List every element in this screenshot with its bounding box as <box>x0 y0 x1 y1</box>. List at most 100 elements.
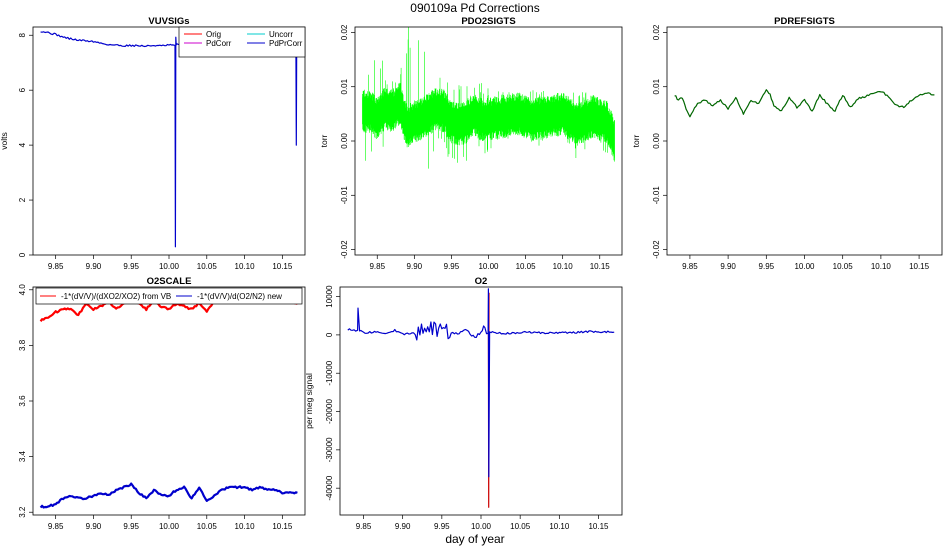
y-tick-label: 0.01 <box>652 78 661 94</box>
series-vuvsigs-0 <box>40 31 298 248</box>
y-tick-label: 0.02 <box>652 24 661 40</box>
series-o2scale-1 <box>39 482 298 509</box>
panel-title: PDREFSIGTS <box>774 16 835 27</box>
x-tick-label: 9.85 <box>48 262 64 271</box>
legend-label: PdCorr <box>206 39 232 48</box>
plot-frame <box>339 286 623 516</box>
y-tick-label: 2 <box>18 197 27 202</box>
x-tick-label: 9.95 <box>123 262 139 271</box>
panel-vuvsigs: VUVSIGs 9.85 9.90 9.95 10.00 10.05 10.10 10.15 0… <box>0 16 306 271</box>
plot-frame <box>354 26 623 256</box>
x-tick-label: 10.15 <box>588 522 609 531</box>
x-tick-label: 10.10 <box>871 262 892 271</box>
x-tick-label: 10.15 <box>272 522 293 531</box>
x-tick-label: 9.90 <box>86 522 102 531</box>
x-tick-label: 10.10 <box>553 262 574 271</box>
y-tick-label: -0.02 <box>340 240 349 259</box>
x-tick-label: 9.85 <box>369 262 385 271</box>
legend-box <box>35 287 303 305</box>
y-tick-label: -10000 <box>325 360 334 385</box>
x-tick-label: 10.10 <box>549 522 570 531</box>
legend-box <box>178 26 306 58</box>
x-tick-label: 9.95 <box>123 522 139 531</box>
panel-title: PDO2SIGTS <box>461 16 515 27</box>
x-tick-label: 9.85 <box>356 522 372 531</box>
y-tick-label: 3.6 <box>18 395 27 407</box>
x-tick-label: 10.00 <box>794 262 815 271</box>
y-tick-label: 0.00 <box>652 133 661 149</box>
y-tick-label: 3.4 <box>18 451 27 463</box>
plot-area <box>40 31 298 248</box>
x-tick-label: 10.15 <box>909 262 930 271</box>
y-tick-label: 8 <box>18 32 27 37</box>
y-axis-label: volts <box>0 132 9 149</box>
legend-label: PdPrCorr <box>269 39 303 48</box>
plot-area <box>674 89 935 118</box>
y-tick-label: -40000 <box>325 475 334 500</box>
y-tick-label: 3.8 <box>18 339 27 351</box>
y-tick-label: -0.01 <box>340 186 349 205</box>
x-tick-label: 9.90 <box>395 522 411 531</box>
panel-title: O2 <box>475 276 488 287</box>
x-tick-label: 10.00 <box>478 262 499 271</box>
y-axis-label: torr <box>319 134 329 147</box>
x-tick-label: 9.85 <box>48 522 64 531</box>
panels: VUVSIGs 9.85 9.90 9.95 10.00 10.05 10.10 10.15 0… <box>0 16 943 531</box>
y-tick-label: 0.02 <box>340 24 349 40</box>
panel-o2scale: O2SCALE 9.85 9.90 9.95 10.00 10.05 10.10 10.15 3… <box>18 276 306 531</box>
x-tick-label: 9.90 <box>407 262 423 271</box>
panel-pdrefsigts: PDREFSIGTS 9.85 9.90 9.95 10.00 10.05 10.10 10.… <box>631 16 943 271</box>
y-tick-label: -0.01 <box>652 186 661 205</box>
y-axis-label: torr <box>631 134 641 147</box>
y-tick-label: 0 <box>325 332 334 337</box>
plot-frame <box>32 26 306 256</box>
series-pdrefsigts-0 <box>674 89 935 118</box>
x-tick-label: 10.00 <box>471 522 492 531</box>
y-tick-label: -0.02 <box>652 240 661 259</box>
y-tick-label: 3.2 <box>18 506 27 518</box>
plot-area <box>347 288 615 508</box>
x-tick-label: 10.05 <box>510 522 531 531</box>
x-tick-label: 9.90 <box>720 262 736 271</box>
y-tick-label: -20000 <box>325 399 334 424</box>
x-tick-label: 10.05 <box>197 262 218 271</box>
x-tick-label: 10.00 <box>159 262 180 271</box>
x-tick-label: 9.95 <box>759 262 775 271</box>
y-tick-label: -30000 <box>325 437 334 462</box>
figure-title: 090109a Pd Corrections <box>410 1 539 15</box>
y-tick-label: 6 <box>18 87 27 92</box>
legend: -1*(dV/V)/(dXO2/XO2) from VB -1*(dV/V)/d(… <box>35 287 303 305</box>
y-tick-label: 10000 <box>325 285 334 308</box>
y-tick-label: 0 <box>18 252 27 257</box>
series-o2-1 <box>347 288 615 478</box>
x-tick-label: 10.00 <box>159 522 180 531</box>
plot-frame <box>32 286 306 516</box>
y-tick-label: 0.00 <box>340 133 349 149</box>
legend-label: Orig <box>206 30 221 39</box>
y-tick-label: 4 <box>18 142 27 147</box>
y-axis-label: per meg signal <box>304 373 314 429</box>
plot-area <box>39 296 298 509</box>
panel-title: O2SCALE <box>147 276 192 287</box>
figure-xlabel: day of year <box>445 532 504 546</box>
x-tick-label: 10.15 <box>272 262 293 271</box>
legend-label: Uncorr <box>269 30 293 39</box>
x-tick-label: 10.15 <box>590 262 611 271</box>
x-tick-label: 10.05 <box>197 522 218 531</box>
y-tick-label: 4.0 <box>18 284 27 296</box>
panel-o2: O2 9.85 9.90 9.95 10.00 10.05 10.10 10.15 -40000… <box>304 276 623 531</box>
x-tick-label: 10.05 <box>516 262 537 271</box>
x-tick-label: 9.95 <box>444 262 460 271</box>
legend-label: -1*(dV/V)/(dXO2/XO2) from VB <box>61 292 171 301</box>
x-tick-label: 9.85 <box>682 262 698 271</box>
x-tick-label: 10.10 <box>235 262 256 271</box>
x-tick-label: 10.10 <box>235 522 256 531</box>
legend-label: -1*(dV/V)/d(O2/N2) new <box>197 292 282 301</box>
x-tick-label: 9.90 <box>86 262 102 271</box>
plot-frame <box>666 26 943 256</box>
x-tick-label: 10.05 <box>833 262 854 271</box>
series-pdo2sigts-0 <box>362 27 615 169</box>
panel-pdo2sigts: PDO2SIGTS 9.85 9.90 9.95 10.00 10.05 10.10 10.1… <box>319 16 623 271</box>
